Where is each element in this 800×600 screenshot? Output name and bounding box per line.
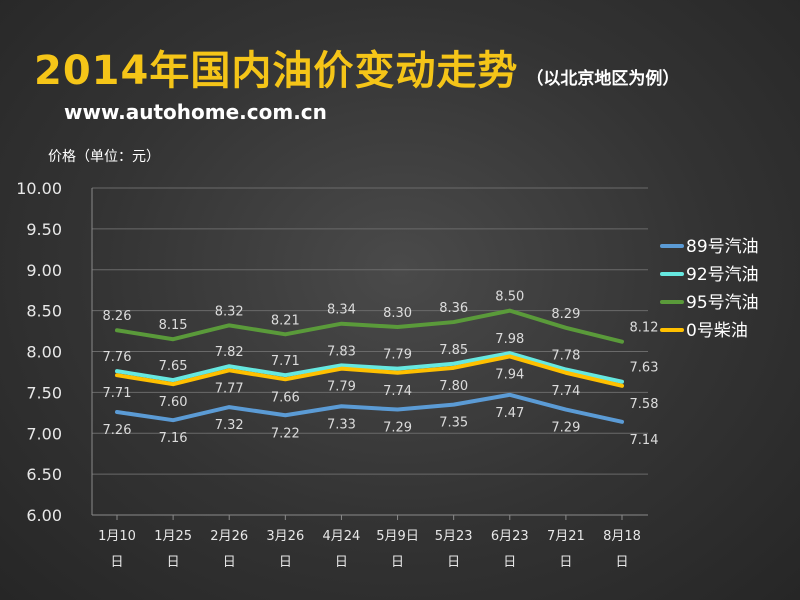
data-label: 7.47 — [495, 406, 524, 421]
x-tick-label-suffix: 日 — [391, 555, 404, 570]
data-label: 7.80 — [439, 379, 468, 394]
x-tick-label: 5月9日 — [376, 529, 419, 544]
series-line — [115, 354, 624, 388]
data-label: 7.35 — [439, 416, 468, 431]
data-label: 7.74 — [551, 384, 580, 399]
chart-subtitle: （以北京地区为例） — [526, 69, 680, 89]
data-label: 7.63 — [630, 361, 659, 376]
data-label: 7.85 — [439, 343, 468, 358]
data-label: 7.94 — [495, 367, 524, 382]
series-line — [115, 392, 624, 424]
data-label: 7.74 — [383, 384, 412, 399]
chart-title: 2014年国内油价变动走势 — [34, 48, 519, 94]
data-label: 7.58 — [630, 397, 659, 412]
x-tick-label-suffix: 日 — [503, 555, 516, 570]
legend-label: 95号汽油 — [686, 293, 759, 313]
data-label: 8.21 — [271, 313, 300, 328]
data-label: 7.29 — [551, 421, 580, 436]
y-tick-label: 9.00 — [26, 261, 62, 280]
x-tick-label: 7月21 — [547, 529, 585, 544]
x-tick-label: 5月23 — [435, 529, 473, 544]
x-tick-label-suffix: 日 — [279, 555, 292, 570]
data-label: 7.98 — [495, 332, 524, 347]
y-tick-label: 10.00 — [16, 179, 62, 198]
x-tick-label-suffix: 日 — [447, 555, 460, 570]
series-line — [115, 308, 624, 344]
x-tick-label: 4月24 — [323, 529, 361, 544]
x-tick-label-suffix: 日 — [167, 555, 180, 570]
y-tick-label: 8.50 — [26, 302, 62, 321]
data-label: 8.29 — [551, 307, 580, 322]
x-tick-label: 8月18 — [603, 529, 641, 544]
data-label: 8.26 — [103, 309, 132, 324]
data-label: 8.30 — [383, 306, 412, 321]
data-label: 7.66 — [271, 390, 300, 405]
data-label: 7.32 — [215, 418, 244, 433]
website-url: www.autohome.com.cn — [64, 100, 327, 124]
data-label: 8.34 — [327, 303, 356, 318]
series-line — [115, 351, 624, 384]
x-tick-label-suffix: 日 — [110, 555, 123, 570]
legend-label: 92号汽油 — [686, 265, 759, 285]
data-label: 7.29 — [383, 421, 412, 436]
title-group: 2014年国内油价变动走势 （以北京地区为例） — [34, 38, 679, 96]
data-label: 7.79 — [383, 348, 412, 363]
x-tick-label-suffix: 日 — [223, 555, 236, 570]
data-label: 7.33 — [327, 417, 356, 432]
data-label: 7.22 — [271, 426, 300, 441]
y-tick-label: 6.00 — [26, 506, 62, 525]
data-label: 8.50 — [495, 290, 524, 305]
data-label: 7.79 — [327, 380, 356, 395]
data-label: 8.32 — [215, 304, 244, 319]
x-tick-label: 6月23 — [491, 529, 529, 544]
data-label: 7.26 — [103, 423, 132, 438]
data-label: 7.82 — [215, 345, 244, 360]
y-tick-label: 9.50 — [26, 220, 62, 239]
x-tick-label: 1月25 — [154, 529, 192, 544]
data-label: 7.76 — [103, 350, 132, 365]
data-label: 8.36 — [439, 301, 468, 316]
legend-label: 0号柴油 — [686, 321, 748, 341]
data-label: 7.16 — [159, 431, 188, 446]
y-tick-label: 6.50 — [26, 465, 62, 484]
y-tick-label: 7.00 — [26, 424, 62, 443]
x-tick-label: 3月26 — [266, 529, 304, 544]
x-tick-label-suffix: 日 — [335, 555, 348, 570]
x-tick-label-suffix: 日 — [615, 555, 628, 570]
data-label: 7.71 — [271, 354, 300, 369]
x-tick-label: 2月26 — [210, 529, 248, 544]
y-tick-label: 7.50 — [26, 383, 62, 402]
data-label: 7.71 — [103, 386, 132, 401]
y-axis-title: 价格（单位：元） — [48, 149, 160, 165]
data-label: 8.15 — [159, 318, 188, 333]
x-tick-label: 1月10 — [98, 529, 136, 544]
x-tick-label-suffix: 日 — [559, 555, 572, 570]
data-label: 7.65 — [159, 359, 188, 374]
data-label: 8.12 — [630, 321, 659, 336]
data-label: 7.78 — [551, 348, 580, 363]
data-label: 7.60 — [159, 395, 188, 410]
y-tick-label: 8.00 — [26, 343, 62, 362]
data-label: 7.14 — [630, 433, 659, 448]
legend-label: 89号汽油 — [686, 237, 759, 257]
data-label: 7.77 — [215, 381, 244, 396]
data-label: 7.83 — [327, 344, 356, 359]
